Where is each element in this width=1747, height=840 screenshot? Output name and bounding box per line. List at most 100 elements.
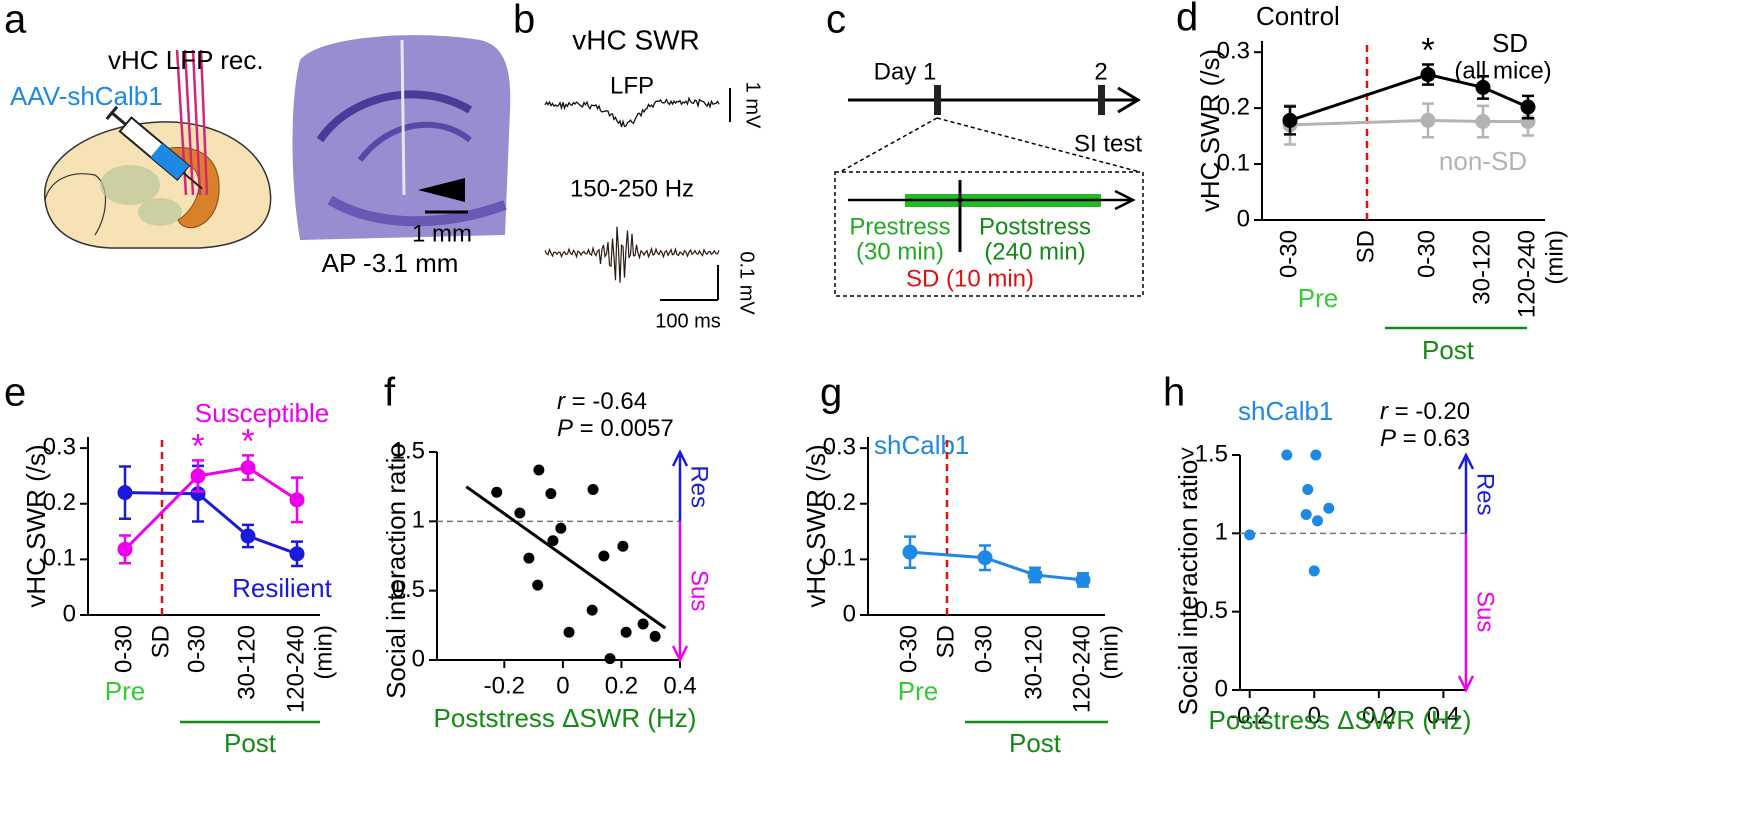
y-axis-label: vHC SWR (/s) bbox=[1195, 49, 1225, 212]
group-label: Pre bbox=[1298, 283, 1338, 313]
panel-label: h bbox=[1163, 371, 1185, 415]
data-point bbox=[1311, 515, 1323, 527]
data-point bbox=[1420, 67, 1436, 83]
y-tick-label: 1 bbox=[412, 507, 425, 534]
x-tick-label: 0 bbox=[556, 672, 569, 699]
group-label: Post bbox=[1422, 335, 1475, 365]
series-note: (all mice) bbox=[1454, 57, 1551, 84]
data-point bbox=[1281, 449, 1293, 461]
statistic: P = 0.0057 bbox=[557, 415, 674, 442]
panel-label: b bbox=[513, 0, 535, 42]
trace bbox=[544, 226, 720, 283]
histology-band bbox=[327, 195, 507, 227]
data-point bbox=[547, 535, 559, 547]
data-point bbox=[491, 486, 503, 498]
y-tick-label: 0.5 bbox=[1195, 597, 1228, 624]
arrowhead bbox=[671, 449, 689, 467]
electrode bbox=[199, 49, 209, 196]
stat-symbol: r bbox=[1380, 398, 1389, 425]
data-point bbox=[545, 488, 557, 500]
y-tick-label: 0 bbox=[412, 645, 425, 672]
data-point bbox=[604, 653, 616, 665]
group-label: Post bbox=[1009, 728, 1062, 758]
series-line bbox=[1289, 118, 1528, 127]
panel-label: f bbox=[384, 371, 396, 415]
plunger bbox=[110, 111, 127, 126]
x-tick-label: 120-240 bbox=[1068, 625, 1095, 713]
y-tick-label: 1.5 bbox=[392, 437, 425, 464]
fit-line bbox=[465, 485, 667, 630]
histology-band bbox=[357, 121, 472, 162]
data-point bbox=[240, 528, 256, 544]
trace-label: LFP bbox=[610, 72, 654, 99]
panel-label: g bbox=[820, 371, 842, 415]
x-tick-label: 0-30 bbox=[110, 625, 137, 673]
x-unit: (min) bbox=[1096, 625, 1123, 680]
test-label: SI test bbox=[1074, 130, 1142, 157]
stat-symbol: r bbox=[557, 388, 566, 415]
trace-label: 150-250 Hz bbox=[570, 175, 694, 202]
y-tick-label: 0.2 bbox=[1217, 93, 1250, 120]
panel-title: vHC SWR bbox=[572, 24, 700, 55]
zoom-box bbox=[834, 171, 1144, 297]
series-line bbox=[124, 491, 298, 556]
panel-a: a vHC LFP rec. AAV-shCalb1 1 mm AP -3.1 … bbox=[4, 0, 511, 278]
region bbox=[138, 198, 182, 226]
arrowhead bbox=[1117, 86, 1141, 114]
data-point bbox=[523, 552, 535, 564]
arrowhead bbox=[1457, 452, 1475, 470]
x-tick-label: 120-240 bbox=[282, 625, 309, 713]
data-point bbox=[1308, 565, 1320, 577]
x-tick-label: 0.2 bbox=[1362, 702, 1395, 729]
data-point bbox=[514, 507, 526, 519]
trace bbox=[544, 96, 720, 128]
y-tick-label: 0 bbox=[1215, 675, 1228, 702]
x-tick-label: 30-120 bbox=[233, 625, 260, 700]
y-tick-label: >1.5 bbox=[1181, 440, 1228, 467]
plunger bbox=[105, 105, 119, 120]
y-axis-label: vHC SWR (/s) bbox=[801, 444, 831, 607]
electrode bbox=[191, 49, 202, 196]
data-point bbox=[555, 522, 567, 534]
series-label: non-SD bbox=[1439, 146, 1527, 176]
chart-title: shCalb1 bbox=[874, 430, 969, 460]
x-axis-label: Poststress ΔSWR (Hz) bbox=[1209, 705, 1472, 735]
x-axis-label: Poststress ΔSWR (Hz) bbox=[434, 703, 697, 733]
data-point bbox=[240, 460, 256, 476]
stat-value: = -0.64 bbox=[565, 388, 647, 415]
group-label: Post bbox=[224, 728, 277, 758]
probe-label: vHC LFP rec. bbox=[108, 45, 264, 75]
x-tick-label: 0-30 bbox=[183, 625, 210, 673]
data-point bbox=[1027, 567, 1043, 583]
panel-b: b vHC SWR LFP 1 mV 150-250 Hz 0.1 mV 100… bbox=[513, 0, 764, 332]
data-point bbox=[1475, 79, 1491, 95]
data-point bbox=[1310, 449, 1322, 461]
virus-label: AAV-shCalb1 bbox=[10, 81, 163, 111]
day-label: Day 1 bbox=[874, 58, 937, 85]
data-point bbox=[1520, 99, 1536, 115]
y-axis-label: vHC SWR (/s) bbox=[21, 444, 51, 607]
zoom-line bbox=[936, 117, 1141, 173]
data-point bbox=[598, 550, 610, 562]
data-point bbox=[1244, 529, 1256, 541]
data-point bbox=[1420, 112, 1436, 128]
group-label: Pre bbox=[105, 676, 145, 706]
event-label: SD bbox=[1352, 230, 1379, 263]
arrow-label: Sus bbox=[686, 570, 713, 611]
stat-symbol: P bbox=[557, 415, 573, 442]
significance: * bbox=[1421, 31, 1434, 69]
y-tick-label: 0.1 bbox=[43, 545, 76, 572]
arrowhead bbox=[418, 178, 465, 202]
event-label: SD bbox=[147, 625, 174, 658]
series-label: Resilient bbox=[232, 573, 332, 603]
series-label: SD bbox=[1492, 28, 1528, 58]
scale-label: 100 ms bbox=[655, 310, 721, 332]
phase-label: (240 min) bbox=[984, 238, 1085, 265]
series-line bbox=[1289, 73, 1529, 122]
data-point bbox=[902, 544, 918, 560]
y-tick-label: 0.5 bbox=[392, 576, 425, 603]
arrow-label: Res bbox=[1472, 473, 1499, 516]
data-point bbox=[533, 464, 545, 476]
series-label: Susceptible bbox=[195, 398, 329, 428]
data-point bbox=[289, 492, 305, 508]
